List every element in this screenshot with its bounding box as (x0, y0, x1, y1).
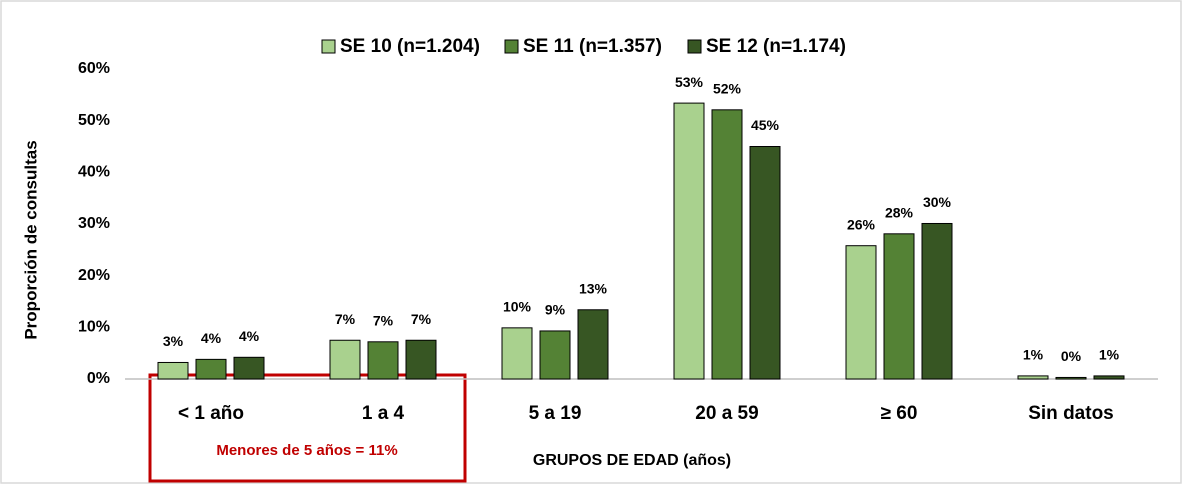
bar (539, 330, 571, 380)
x-tick-label: 1 a 4 (362, 403, 405, 424)
x-axis-title: GRUPOS DE EDAD (años) (533, 452, 731, 469)
bar (1017, 375, 1049, 380)
x-tick-label: ≥ 60 (881, 403, 918, 424)
data-label: 7% (411, 311, 432, 327)
legend-label: SE 12 (n=1.174) (706, 36, 846, 57)
data-label: 10% (503, 299, 532, 315)
y-axis-title: Proporción de consultas (21, 140, 40, 339)
x-tick-label: < 1 año (178, 403, 244, 424)
data-label: 9% (545, 302, 566, 318)
legend-label: SE 10 (n=1.204) (340, 36, 480, 57)
data-label: 7% (373, 313, 394, 329)
bar (367, 341, 399, 380)
bar (577, 309, 609, 380)
y-tick-label: 0% (87, 370, 110, 387)
y-tick-label: 30% (78, 215, 110, 232)
y-tick-label: 50% (78, 112, 110, 129)
bar (329, 339, 361, 380)
legend-swatch (687, 39, 702, 54)
bar (233, 356, 265, 380)
y-tick-label: 20% (78, 267, 110, 284)
bar (405, 339, 437, 380)
y-tick-label: 40% (78, 164, 110, 181)
data-label: 0% (1061, 348, 1082, 364)
bar (749, 146, 781, 380)
bar (673, 102, 705, 380)
y-tick-label: 10% (78, 319, 110, 336)
data-label: 1% (1099, 347, 1120, 363)
bar (845, 245, 877, 380)
data-label: 26% (847, 216, 876, 232)
annotation-box (148, 373, 467, 483)
bar (1055, 376, 1087, 380)
legend-swatch (321, 39, 336, 54)
bar (1093, 375, 1125, 380)
legend-swatch (504, 39, 519, 54)
x-tick-label: 20 a 59 (695, 403, 758, 424)
data-label: 4% (239, 328, 260, 344)
bar (921, 222, 953, 380)
bar (157, 361, 189, 380)
data-label: 53% (675, 74, 704, 90)
data-label: 3% (163, 333, 184, 349)
data-label: 13% (579, 280, 608, 296)
x-tick-label: Sin datos (1028, 403, 1114, 424)
bar (195, 358, 227, 380)
legend-label: SE 11 (n=1.357) (523, 36, 662, 57)
annotation: Menores de 5 años = 11% (216, 442, 397, 459)
data-label: 52% (713, 81, 742, 97)
x-tick-label: 5 a 19 (529, 403, 582, 424)
y-tick-label: 60% (78, 60, 110, 77)
data-label: 45% (751, 117, 780, 133)
data-label: 30% (923, 194, 952, 210)
data-label: 1% (1023, 347, 1044, 363)
data-label: 7% (335, 311, 356, 327)
bar (883, 233, 915, 380)
data-label: 4% (201, 330, 222, 346)
data-label: 28% (885, 205, 914, 221)
bar (711, 109, 743, 380)
bar (501, 327, 533, 380)
